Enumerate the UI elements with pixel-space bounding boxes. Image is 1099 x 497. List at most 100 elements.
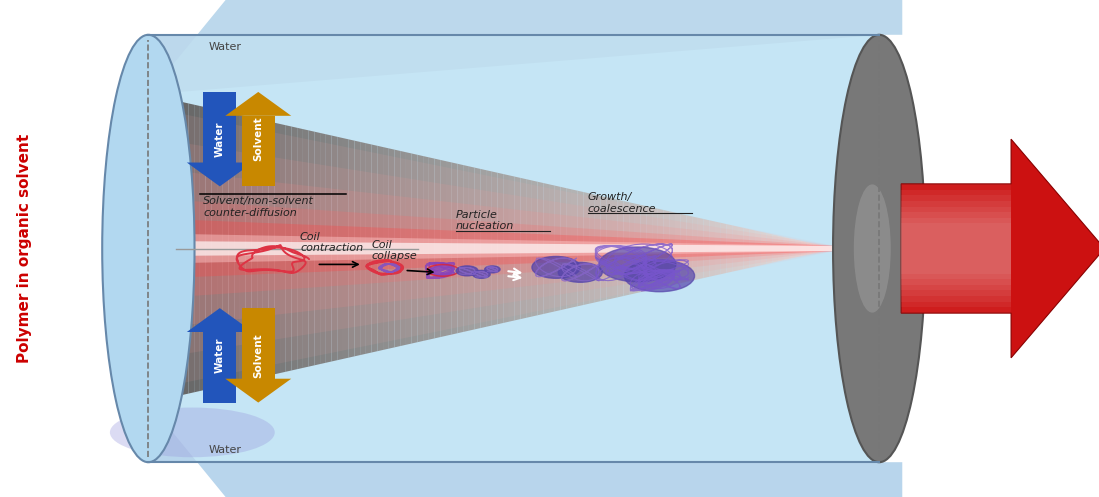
Ellipse shape xyxy=(102,35,195,462)
Polygon shape xyxy=(463,165,469,332)
Polygon shape xyxy=(246,116,252,381)
Polygon shape xyxy=(755,231,761,266)
Polygon shape xyxy=(641,205,646,292)
Polygon shape xyxy=(824,246,830,251)
Text: Water: Water xyxy=(214,121,225,157)
Polygon shape xyxy=(159,234,835,263)
Polygon shape xyxy=(560,187,566,310)
Polygon shape xyxy=(503,174,509,323)
Text: Water: Water xyxy=(209,42,242,52)
Polygon shape xyxy=(303,129,309,368)
Polygon shape xyxy=(773,235,778,262)
Polygon shape xyxy=(901,184,1011,313)
Polygon shape xyxy=(187,308,253,332)
Polygon shape xyxy=(901,201,1011,296)
Polygon shape xyxy=(263,120,268,377)
Polygon shape xyxy=(452,163,457,334)
Circle shape xyxy=(624,260,695,292)
Polygon shape xyxy=(325,134,332,363)
Polygon shape xyxy=(360,142,366,355)
Polygon shape xyxy=(600,196,607,301)
Polygon shape xyxy=(159,109,835,388)
Text: Particle
nucleation: Particle nucleation xyxy=(456,210,514,231)
Polygon shape xyxy=(550,184,555,313)
Text: Coil
collapse: Coil collapse xyxy=(371,240,418,261)
Polygon shape xyxy=(148,94,154,403)
Polygon shape xyxy=(377,146,384,351)
Ellipse shape xyxy=(854,184,891,313)
Polygon shape xyxy=(750,229,755,268)
Polygon shape xyxy=(812,244,818,253)
Polygon shape xyxy=(646,206,652,291)
Polygon shape xyxy=(406,152,412,345)
Polygon shape xyxy=(314,132,320,365)
Polygon shape xyxy=(571,189,578,308)
Polygon shape xyxy=(901,206,1011,290)
Polygon shape xyxy=(429,158,434,339)
Polygon shape xyxy=(532,180,537,317)
Polygon shape xyxy=(703,219,709,278)
Polygon shape xyxy=(203,92,236,163)
Polygon shape xyxy=(343,138,348,359)
Polygon shape xyxy=(721,223,726,274)
Polygon shape xyxy=(384,147,389,350)
Polygon shape xyxy=(240,115,246,382)
Polygon shape xyxy=(514,176,521,321)
Polygon shape xyxy=(732,225,737,271)
Polygon shape xyxy=(492,171,498,326)
Polygon shape xyxy=(835,199,893,298)
Polygon shape xyxy=(709,220,715,277)
Polygon shape xyxy=(148,35,879,94)
Polygon shape xyxy=(607,197,612,300)
Polygon shape xyxy=(400,151,406,346)
Polygon shape xyxy=(595,194,600,302)
Polygon shape xyxy=(159,241,835,256)
Polygon shape xyxy=(469,166,475,331)
Polygon shape xyxy=(182,102,188,395)
Polygon shape xyxy=(371,145,377,352)
Polygon shape xyxy=(778,236,784,261)
Polygon shape xyxy=(225,92,291,116)
Polygon shape xyxy=(901,195,1011,302)
Polygon shape xyxy=(818,245,824,252)
Polygon shape xyxy=(423,156,429,341)
Polygon shape xyxy=(664,210,669,287)
Polygon shape xyxy=(675,213,680,284)
Polygon shape xyxy=(901,189,1011,308)
Polygon shape xyxy=(767,233,773,264)
Polygon shape xyxy=(412,154,418,343)
Polygon shape xyxy=(784,237,789,260)
Polygon shape xyxy=(652,207,658,290)
Polygon shape xyxy=(835,234,893,263)
Polygon shape xyxy=(623,201,629,296)
Polygon shape xyxy=(526,179,532,318)
Polygon shape xyxy=(148,0,902,94)
Polygon shape xyxy=(354,141,360,356)
Polygon shape xyxy=(744,228,750,269)
Polygon shape xyxy=(761,232,767,265)
Polygon shape xyxy=(901,212,1011,285)
Polygon shape xyxy=(446,161,452,336)
Polygon shape xyxy=(434,159,441,338)
Polygon shape xyxy=(669,211,675,286)
Circle shape xyxy=(473,270,490,278)
Polygon shape xyxy=(187,163,253,186)
Polygon shape xyxy=(297,128,303,369)
Polygon shape xyxy=(257,119,263,378)
Polygon shape xyxy=(807,242,812,255)
Polygon shape xyxy=(692,216,698,281)
Polygon shape xyxy=(566,188,571,309)
Polygon shape xyxy=(589,193,595,304)
Ellipse shape xyxy=(833,35,925,462)
Text: Water: Water xyxy=(209,445,242,455)
Polygon shape xyxy=(555,185,560,312)
Polygon shape xyxy=(629,202,635,295)
Polygon shape xyxy=(715,222,721,275)
Polygon shape xyxy=(901,218,1011,279)
Polygon shape xyxy=(171,99,177,398)
Polygon shape xyxy=(268,121,275,376)
Polygon shape xyxy=(509,175,514,322)
Polygon shape xyxy=(218,110,223,387)
Polygon shape xyxy=(835,219,893,278)
Polygon shape xyxy=(901,139,1099,358)
